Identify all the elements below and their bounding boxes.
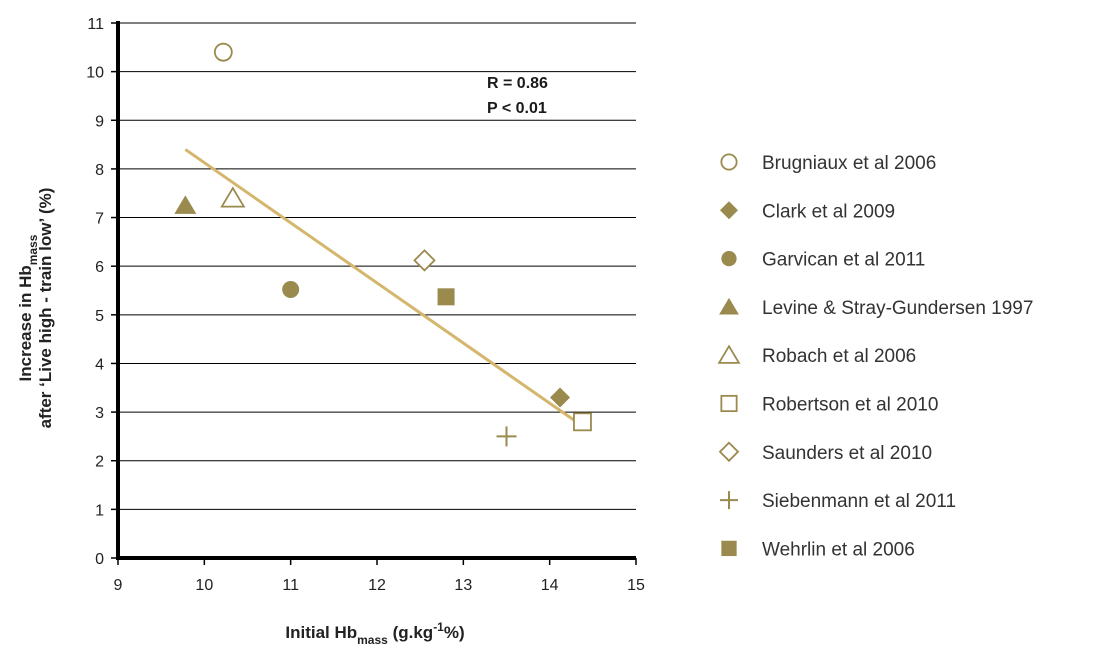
- x-tick-label: 11: [282, 577, 299, 594]
- x-tick-label: 14: [541, 577, 559, 594]
- y-tick-label: 1: [95, 502, 104, 519]
- y-tick-labels: 0 1 2 3 4 5 6 7 8 9 10 11: [86, 16, 118, 568]
- y-axis-label: Increase in Hbmass after ‘Live high - tr…: [16, 188, 55, 429]
- data-point: [213, 42, 233, 62]
- trend-line: [184, 148, 581, 426]
- legend-label: Brugniaux et al 2006: [762, 153, 936, 174]
- y-tick-label: 11: [87, 16, 104, 33]
- data-point: [437, 288, 455, 306]
- data-point: [220, 186, 246, 208]
- x-tick-label: 10: [195, 577, 213, 594]
- y-tick-label: 4: [95, 356, 104, 373]
- x-tick-label: 13: [454, 577, 472, 594]
- y-tick-label: 0: [95, 551, 104, 568]
- x-axis-label: Initial Hbmass (g.kg-1%): [285, 620, 464, 647]
- y-tick-label: 2: [95, 454, 104, 471]
- y-tick-label: 6: [95, 259, 104, 276]
- x-tick-label: 12: [368, 577, 386, 594]
- x-tick-label: 9: [114, 577, 123, 594]
- x-tick-labels: 9 10 11 12 13 14 15: [114, 558, 645, 594]
- legend-marker: [718, 441, 740, 463]
- legend-marker: [717, 344, 741, 364]
- legend-label: Garvican et al 2011: [762, 250, 925, 271]
- legend-label: Clark et al 2009: [762, 201, 895, 222]
- legend-label: Levine & Stray-Gundersen 1997: [762, 298, 1033, 319]
- legend-label: Siebenmann et al 2011: [762, 491, 956, 512]
- y-tick-label: 8: [95, 162, 104, 179]
- y-tick-label: 3: [95, 405, 104, 422]
- grid-lines: [118, 22, 636, 510]
- y-tick-label: 5: [95, 308, 104, 325]
- legend-marker: [719, 297, 739, 315]
- legend-label: Robertson et al 2010: [762, 395, 938, 416]
- y-tick-label: 10: [86, 65, 104, 82]
- legend-marker: [721, 250, 737, 267]
- data-point: [413, 249, 436, 272]
- y-tick-label: 7: [95, 211, 104, 228]
- data-point: [282, 281, 300, 299]
- legend-label: Wehrlin et al 2006: [762, 539, 915, 560]
- legend-marker: [720, 491, 738, 510]
- axes: [116, 21, 636, 560]
- x-tick-label: 15: [627, 577, 645, 594]
- legend-marker: [720, 394, 738, 413]
- legend-label: Robach et al 2006: [762, 346, 916, 367]
- legend-label: Saunders et al 2010: [762, 443, 932, 464]
- legend: Brugniaux et al 2006 Clark et al 2009 Garv…: [717, 153, 1033, 560]
- data-point: [174, 195, 197, 214]
- svg-text:after ‘Live high - train low’: after ‘Live high - train low’ (%): [36, 188, 55, 429]
- data-points: [174, 42, 592, 447]
- svg-text:Increase in Hbmass: Increase in Hbmass: [16, 234, 40, 381]
- legend-marker: [721, 540, 737, 557]
- y-tick-label: 9: [95, 113, 104, 130]
- annotation-r: R = 0.86: [487, 75, 548, 92]
- data-point: [573, 412, 592, 432]
- data-point: [496, 426, 517, 447]
- data-point: [550, 387, 571, 408]
- annotation-p: P < 0.01: [487, 100, 547, 117]
- legend-marker: [720, 201, 738, 220]
- legend-marker: [720, 153, 738, 171]
